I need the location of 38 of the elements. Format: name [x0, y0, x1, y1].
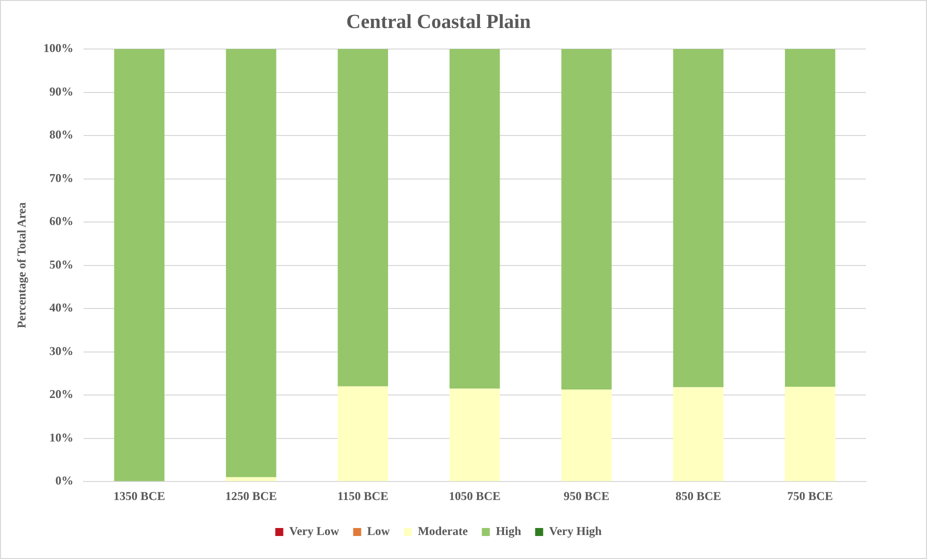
x-tick-label: 1250 BCE — [225, 488, 277, 503]
bar — [338, 49, 388, 386]
y-tick-label: 40% — [49, 300, 74, 315]
y-tick-label: 70% — [49, 170, 74, 185]
bar — [338, 386, 388, 482]
legend-label: Moderate — [418, 524, 468, 538]
x-tick-label: 1050 BCE — [448, 488, 501, 503]
y-tick-label: 100% — [43, 41, 74, 56]
x-tick-label: 750 BCE — [787, 488, 833, 503]
chart-title: Central Coastal Plain — [346, 11, 531, 34]
y-tick-label: 30% — [49, 344, 74, 358]
bar — [226, 477, 276, 482]
bar — [226, 49, 276, 478]
x-tick-label: 950 BCE — [564, 488, 610, 503]
y-tick-label: 20% — [49, 387, 74, 402]
legend-label: High — [496, 524, 522, 538]
y-tick-label: 80% — [49, 128, 74, 142]
legend-label: Very Low — [289, 524, 340, 538]
y-tick-label: 90% — [49, 84, 74, 98]
y-tick-label: 10% — [49, 430, 74, 444]
bar — [561, 389, 612, 482]
y-tick-label: 0% — [55, 474, 74, 488]
bar — [784, 386, 836, 482]
bar — [561, 49, 612, 390]
legend-label: Low — [367, 524, 390, 538]
bar — [450, 49, 500, 389]
legend-label: Very High — [549, 524, 602, 538]
y-tick-label: 60% — [49, 214, 74, 228]
y-tick-label: 50% — [49, 257, 74, 272]
bar — [114, 49, 164, 482]
bar — [673, 387, 724, 482]
bar — [450, 388, 500, 482]
bar — [784, 49, 836, 387]
y-axis-title: Percentage of Total Area — [14, 202, 28, 328]
bar — [673, 49, 724, 388]
x-tick-label: 850 BCE — [675, 488, 722, 503]
x-tick-label: 1350 BCE — [113, 488, 166, 503]
x-tick-label: 1150 BCE — [337, 488, 388, 503]
